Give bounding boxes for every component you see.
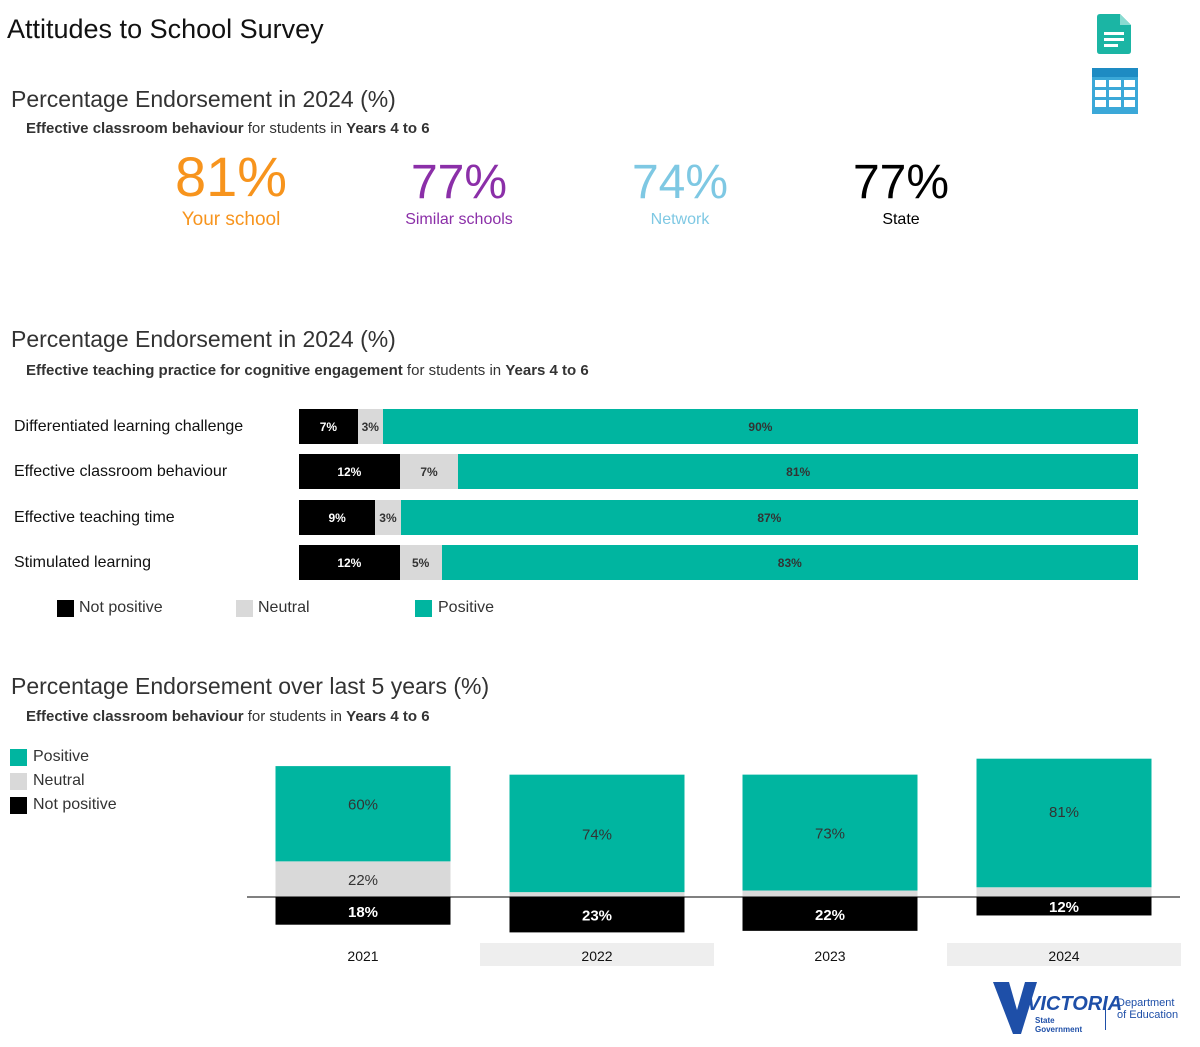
- bar-neutral: [976, 887, 1152, 897]
- bar-not-positive: [742, 897, 918, 931]
- subtitle-measure: Effective classroom behaviour: [26, 120, 244, 137]
- dept-line1: Department: [1117, 997, 1174, 1009]
- category-band: [947, 943, 1181, 966]
- section2-title: Percentage Endorsement in 2024 (%): [11, 326, 396, 352]
- bar-label-neutral: 22%: [348, 872, 378, 889]
- bar-category-label: Stimulated learning: [14, 554, 151, 571]
- bar-positive: [509, 774, 685, 893]
- bar-not-positive: [509, 897, 685, 933]
- x-tick-label: 2023: [814, 948, 845, 964]
- kpi-your-school: 81% Your school: [131, 147, 331, 231]
- logo-word: VICTORIA: [1027, 993, 1122, 1015]
- victoria-government-logo: VICTORIA State Government Department of …: [993, 980, 1193, 1043]
- bar-label-not-positive: 22%: [815, 907, 845, 924]
- subtitle-years: Years 4 to 6: [346, 708, 430, 725]
- legend-label-not-positive: Not positive: [79, 599, 163, 616]
- bar-segment-neutral: 5%: [399, 545, 442, 580]
- subtitle-middle: for students in: [243, 120, 347, 137]
- bar-label-positive: 60%: [348, 797, 378, 814]
- legend-swatch-neutral: [10, 773, 27, 790]
- legend-label-neutral: Neutral: [33, 772, 85, 789]
- logo-sub2: Government: [1035, 1025, 1082, 1034]
- bar-segment-not-positive: 9%: [299, 500, 376, 535]
- bar-label-not-positive: 23%: [582, 908, 612, 925]
- section1-title: Percentage Endorsement in 2024 (%): [11, 86, 396, 112]
- subtitle-middle: for students in: [243, 708, 347, 725]
- legend-label-positive: Positive: [438, 599, 495, 616]
- kpi-label: Your school: [181, 209, 281, 230]
- table-icon[interactable]: [1092, 68, 1138, 114]
- bar-category-label: Effective teaching time: [14, 509, 175, 526]
- bar-segment-positive: 81%: [458, 454, 1138, 489]
- subtitle-measure: Effective teaching practice for cognitiv…: [26, 362, 403, 379]
- bar-category-label: Effective classroom behaviour: [14, 463, 228, 480]
- kpi-value: 74%: [631, 156, 729, 209]
- kpi-state: 77% State: [801, 157, 1001, 229]
- kpi-label: State: [882, 211, 920, 228]
- legend-swatch-not-positive: [10, 797, 27, 814]
- kpi-label: Similar schools: [405, 211, 513, 228]
- subtitle-years: Years 4 to 6: [505, 362, 589, 379]
- legend-label-not-positive: Not positive: [33, 796, 117, 813]
- bar-segment-neutral: 3%: [375, 500, 401, 535]
- bar-not-positive: [275, 897, 451, 925]
- kpi-value: 81%: [174, 145, 288, 208]
- bar-positive: [976, 758, 1152, 888]
- bar-segment-not-positive: 12%: [299, 454, 400, 489]
- bar-segment-neutral: 3%: [357, 409, 383, 444]
- subtitle-measure: Effective classroom behaviour: [26, 708, 244, 725]
- section3-title: Percentage Endorsement over last 5 years…: [11, 673, 490, 699]
- bar-neutral: [742, 890, 918, 897]
- kpi-network: 74% Network: [580, 157, 780, 229]
- x-tick-label: 2022: [581, 948, 612, 964]
- bar-segment-positive: 90%: [382, 409, 1138, 444]
- bar-not-positive: [976, 897, 1152, 916]
- kpi-value: 77%: [410, 156, 508, 209]
- bar-positive: [275, 766, 451, 862]
- subtitle-middle: for students in: [402, 362, 506, 379]
- x-tick-label: 2021: [347, 948, 378, 964]
- legend-label-neutral: Neutral: [258, 599, 310, 616]
- bar-segment-not-positive: 12%: [299, 545, 400, 580]
- vertical-stacked-bar-chart: 60% 22% 18% 2021 74% 23% 2022 73% 22% 2023 81% 12% 2…: [247, 758, 1181, 966]
- bar-label-not-positive: 18%: [348, 904, 378, 921]
- document-icon[interactable]: [1097, 14, 1131, 54]
- bar-label-positive: 73%: [815, 826, 845, 843]
- kpi-label: Network: [650, 211, 710, 228]
- dept-line2: of Education: [1117, 1009, 1178, 1021]
- subtitle-years: Years 4 to 6: [346, 120, 430, 137]
- legend-label-positive: Positive: [33, 748, 90, 765]
- bar-label-positive: 74%: [582, 826, 612, 843]
- legend-swatch-neutral: [236, 600, 253, 617]
- legend-swatch-positive: [415, 600, 432, 617]
- section1-subtitle: Effective classroom behaviour for studen…: [26, 120, 430, 137]
- section3-subtitle: Effective classroom behaviour for studen…: [26, 708, 430, 725]
- legend-swatch-not-positive: [57, 600, 74, 617]
- section2-subtitle: Effective teaching practice for cognitiv…: [26, 362, 589, 379]
- bar-segment-not-positive: 7%: [299, 409, 358, 444]
- bar-label-positive: 81%: [1049, 804, 1079, 821]
- bar-segment-neutral: 7%: [399, 454, 459, 489]
- bar-positive: [742, 774, 918, 891]
- legend-swatch-positive: [10, 749, 27, 766]
- bar-neutral: [275, 861, 451, 897]
- kpi-similar-schools: 77% Similar schools: [359, 157, 559, 229]
- category-band: [480, 943, 714, 966]
- bar-label-not-positive: 12%: [1049, 899, 1079, 916]
- page-title: Attitudes to School Survey: [7, 14, 324, 44]
- kpi-value: 77%: [852, 156, 950, 209]
- x-tick-label: 2024: [1048, 948, 1079, 964]
- bar-neutral: [509, 892, 685, 897]
- logo-sub1: State: [1035, 1016, 1055, 1025]
- bar-segment-positive: 83%: [441, 545, 1138, 580]
- bar-segment-positive: 87%: [400, 500, 1138, 535]
- bar-category-label: Differentiated learning challenge: [14, 418, 244, 435]
